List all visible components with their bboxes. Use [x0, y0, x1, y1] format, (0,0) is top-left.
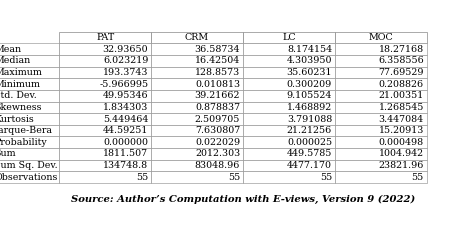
- Text: Source: Author’s Computation with E-views, Version 9 (2022): Source: Author’s Computation with E-view…: [71, 195, 415, 204]
